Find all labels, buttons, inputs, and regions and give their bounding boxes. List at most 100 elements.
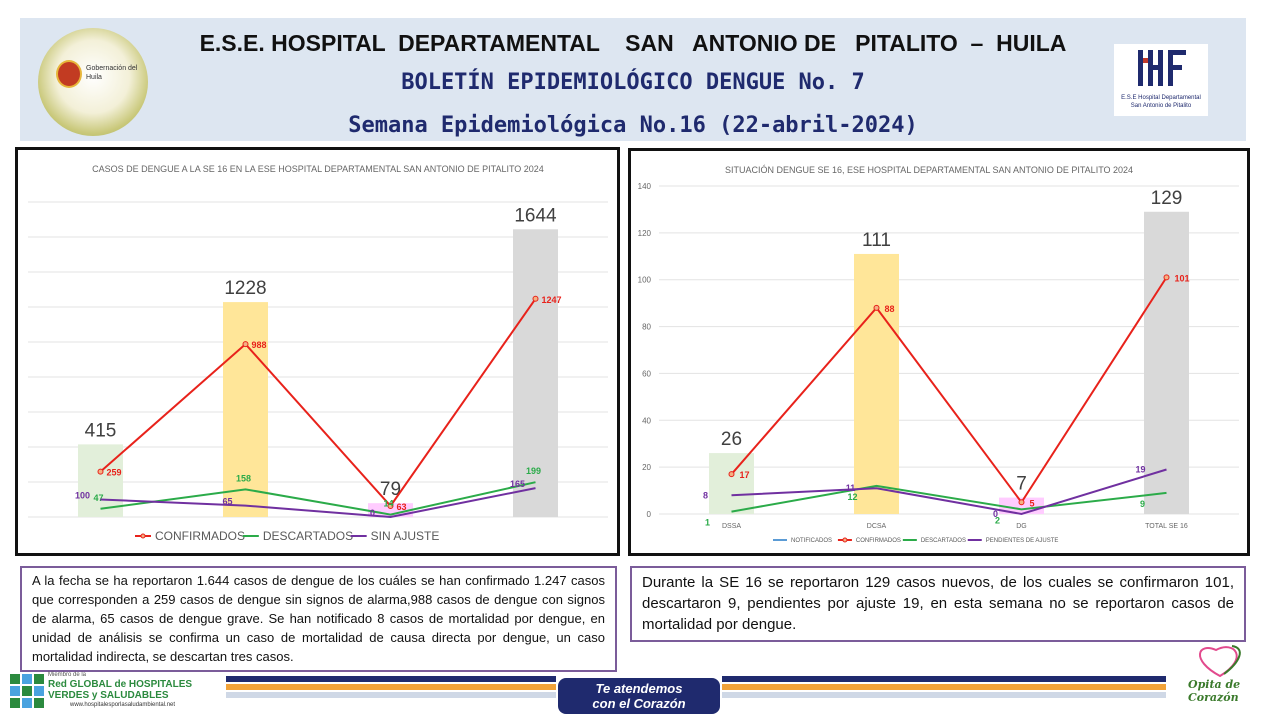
chart-week: SITUACIÓN DENGUE SE 16, ESE HOSPITAL DEP… <box>638 165 1239 544</box>
network-line1: Miembro de la <box>48 672 87 678</box>
series-label-2: 12 <box>847 492 857 502</box>
network-url: www.hospitalesporlasaludambiental.net <box>70 702 176 708</box>
bar-1 <box>223 302 268 517</box>
header-banner: Gobernación del Huila E.S.E. HOSPITAL DE… <box>20 18 1246 141</box>
legend-marker-1 <box>842 537 848 543</box>
series-point-0 <box>532 295 539 302</box>
series-line-0 <box>99 298 537 508</box>
chart-title-line-0: SITUACIÓN DENGUE SE 16, ESE HOSPITAL DEP… <box>725 165 1133 175</box>
slogan-line1: Te atendemos <box>595 681 683 696</box>
ihl-logo-icon <box>1138 50 1186 86</box>
series-label-1: 199 <box>526 466 541 476</box>
gobernacion-logo: Gobernación del Huila <box>38 28 148 136</box>
series-label-3: 0 <box>993 509 998 519</box>
bar-label-2: 79 <box>380 479 401 500</box>
series-label-1: 88 <box>885 304 895 314</box>
network-grid-icon <box>10 674 44 708</box>
bar-label-0: 26 <box>721 429 742 450</box>
series-point-0 <box>242 341 249 348</box>
category-label-1: DCSA <box>867 523 887 530</box>
series-line-2 <box>731 484 1167 513</box>
gobernacion-logo-text: Gobernación del Huila <box>86 65 138 81</box>
legend-label-1: DESCARTADOS <box>263 529 353 543</box>
series-label-1: 14 <box>383 499 393 509</box>
legend-label-2: DESCARTADOS <box>921 538 966 544</box>
series-line-1 <box>100 481 536 516</box>
category-label-3: TOTAL SE 16 <box>1145 523 1188 530</box>
series-label-1: 5 <box>1030 498 1035 508</box>
hospital-logo-line1: E.S.E Hospital Departamental <box>1121 95 1201 101</box>
series-label-2: 165 <box>510 479 525 489</box>
series-line-3 <box>731 468 1167 516</box>
hospital-logo: E.S.E Hospital Departamental San Antonio… <box>1114 44 1208 116</box>
series-label-1: 17 <box>740 470 750 480</box>
footer-stripe-left-grey <box>226 692 556 698</box>
category-label-0: DSSA <box>722 523 741 530</box>
series-label-0: 1247 <box>542 295 562 305</box>
footer-stripe-right-grey <box>722 692 1166 698</box>
series-point-0 <box>97 468 104 475</box>
series-label-2: 0 <box>370 508 375 518</box>
bar-label-3: 1644 <box>514 205 557 226</box>
bar-1 <box>854 253 899 514</box>
legend-label-3: PENDIENTES DE AJUSTE <box>986 538 1059 544</box>
seal-icon <box>56 60 82 88</box>
series-label-3: 8 <box>703 490 708 500</box>
summary-cumulative-text: A la fecha se ha reportaron 1.644 casos … <box>20 566 617 672</box>
series-label-3: 19 <box>1135 464 1145 474</box>
series-point-1 <box>873 304 880 311</box>
series-label-2: 9 <box>1140 499 1145 509</box>
bar-label-0: 415 <box>85 420 117 441</box>
bar-3 <box>1144 211 1189 514</box>
footer-stripe-right-orange <box>722 684 1166 690</box>
chart-cumulative-panel: CASOS DE DENGUE A LA SE 16 EN LA ESE HOS… <box>15 147 620 556</box>
series-label-2: 2 <box>995 515 1000 525</box>
hospital-logo-line2: San Antonio de Pitalito <box>1130 103 1192 109</box>
category-label-2: DG <box>1016 523 1027 530</box>
network-line3: VERDES y SALUDABLES <box>48 690 169 701</box>
legend-label-2: SIN AJUSTE <box>371 529 440 543</box>
network-line2: Red GLOBAL de HOSPITALES <box>48 679 193 690</box>
series-point-0 <box>387 502 394 509</box>
legend-label-0: NOTIFICADOS <box>791 538 832 544</box>
series-label-0: 63 <box>397 502 407 512</box>
y-tick-label: 40 <box>642 416 651 425</box>
y-tick-label: 20 <box>642 463 651 472</box>
y-tick-label: 120 <box>638 229 652 238</box>
series-label-1: 101 <box>1175 273 1190 283</box>
series-label-1: 158 <box>236 473 251 483</box>
bar-0 <box>709 453 754 514</box>
chart-cumulative: CASOS DE DENGUE A LA SE 16 EN LA ESE HOS… <box>28 164 608 543</box>
slogan-line2: con el Corazón <box>592 696 686 711</box>
series-line-2 <box>100 487 536 519</box>
chart-week-panel: SITUACIÓN DENGUE SE 16, ESE HOSPITAL DEP… <box>628 148 1250 556</box>
bar-label-3: 129 <box>1151 188 1183 209</box>
series-label-2: 100 <box>75 491 90 501</box>
series-label-0: 259 <box>107 468 122 478</box>
week-title: Semana Epidemiológica No.16 (22-abril-20… <box>348 113 918 138</box>
heart-icon <box>1199 645 1241 678</box>
network-logo: Miembro de la Red GLOBAL de HOSPITALES V… <box>10 672 220 714</box>
footer-stripe-left-orange <box>226 684 556 690</box>
bulletin-title: BOLETÍN EPIDEMIOLÓGICO DENGUE No. 7 <box>401 70 865 95</box>
bar-label-1: 1228 <box>224 278 266 299</box>
y-tick-label: 0 <box>647 510 652 519</box>
series-label-2: 1 <box>705 518 710 528</box>
y-tick-label: 80 <box>642 323 651 332</box>
opita-text: Opita de Corazón <box>1188 678 1241 704</box>
legend-label-0: CONFIRMADOS <box>155 529 245 543</box>
series-label-0: 988 <box>252 340 267 350</box>
y-tick-label: 60 <box>642 369 651 378</box>
series-point-1 <box>728 471 735 478</box>
series-point-1 <box>1163 274 1170 281</box>
series-label-3: 11 <box>846 483 856 493</box>
series-line-1 <box>730 276 1168 505</box>
bar-0 <box>78 444 123 517</box>
y-tick-label: 100 <box>638 276 652 285</box>
series-label-2: 65 <box>222 497 232 507</box>
bar-3 <box>513 229 558 518</box>
summary-week-text: Durante la SE 16 se reportaron 129 casos… <box>630 566 1246 642</box>
hospital-title: E.S.E. HOSPITAL DEPARTAMENTAL SAN ANTONI… <box>199 30 1067 56</box>
bar-label-2: 7 <box>1016 474 1027 495</box>
series-point-1 <box>1018 499 1025 506</box>
